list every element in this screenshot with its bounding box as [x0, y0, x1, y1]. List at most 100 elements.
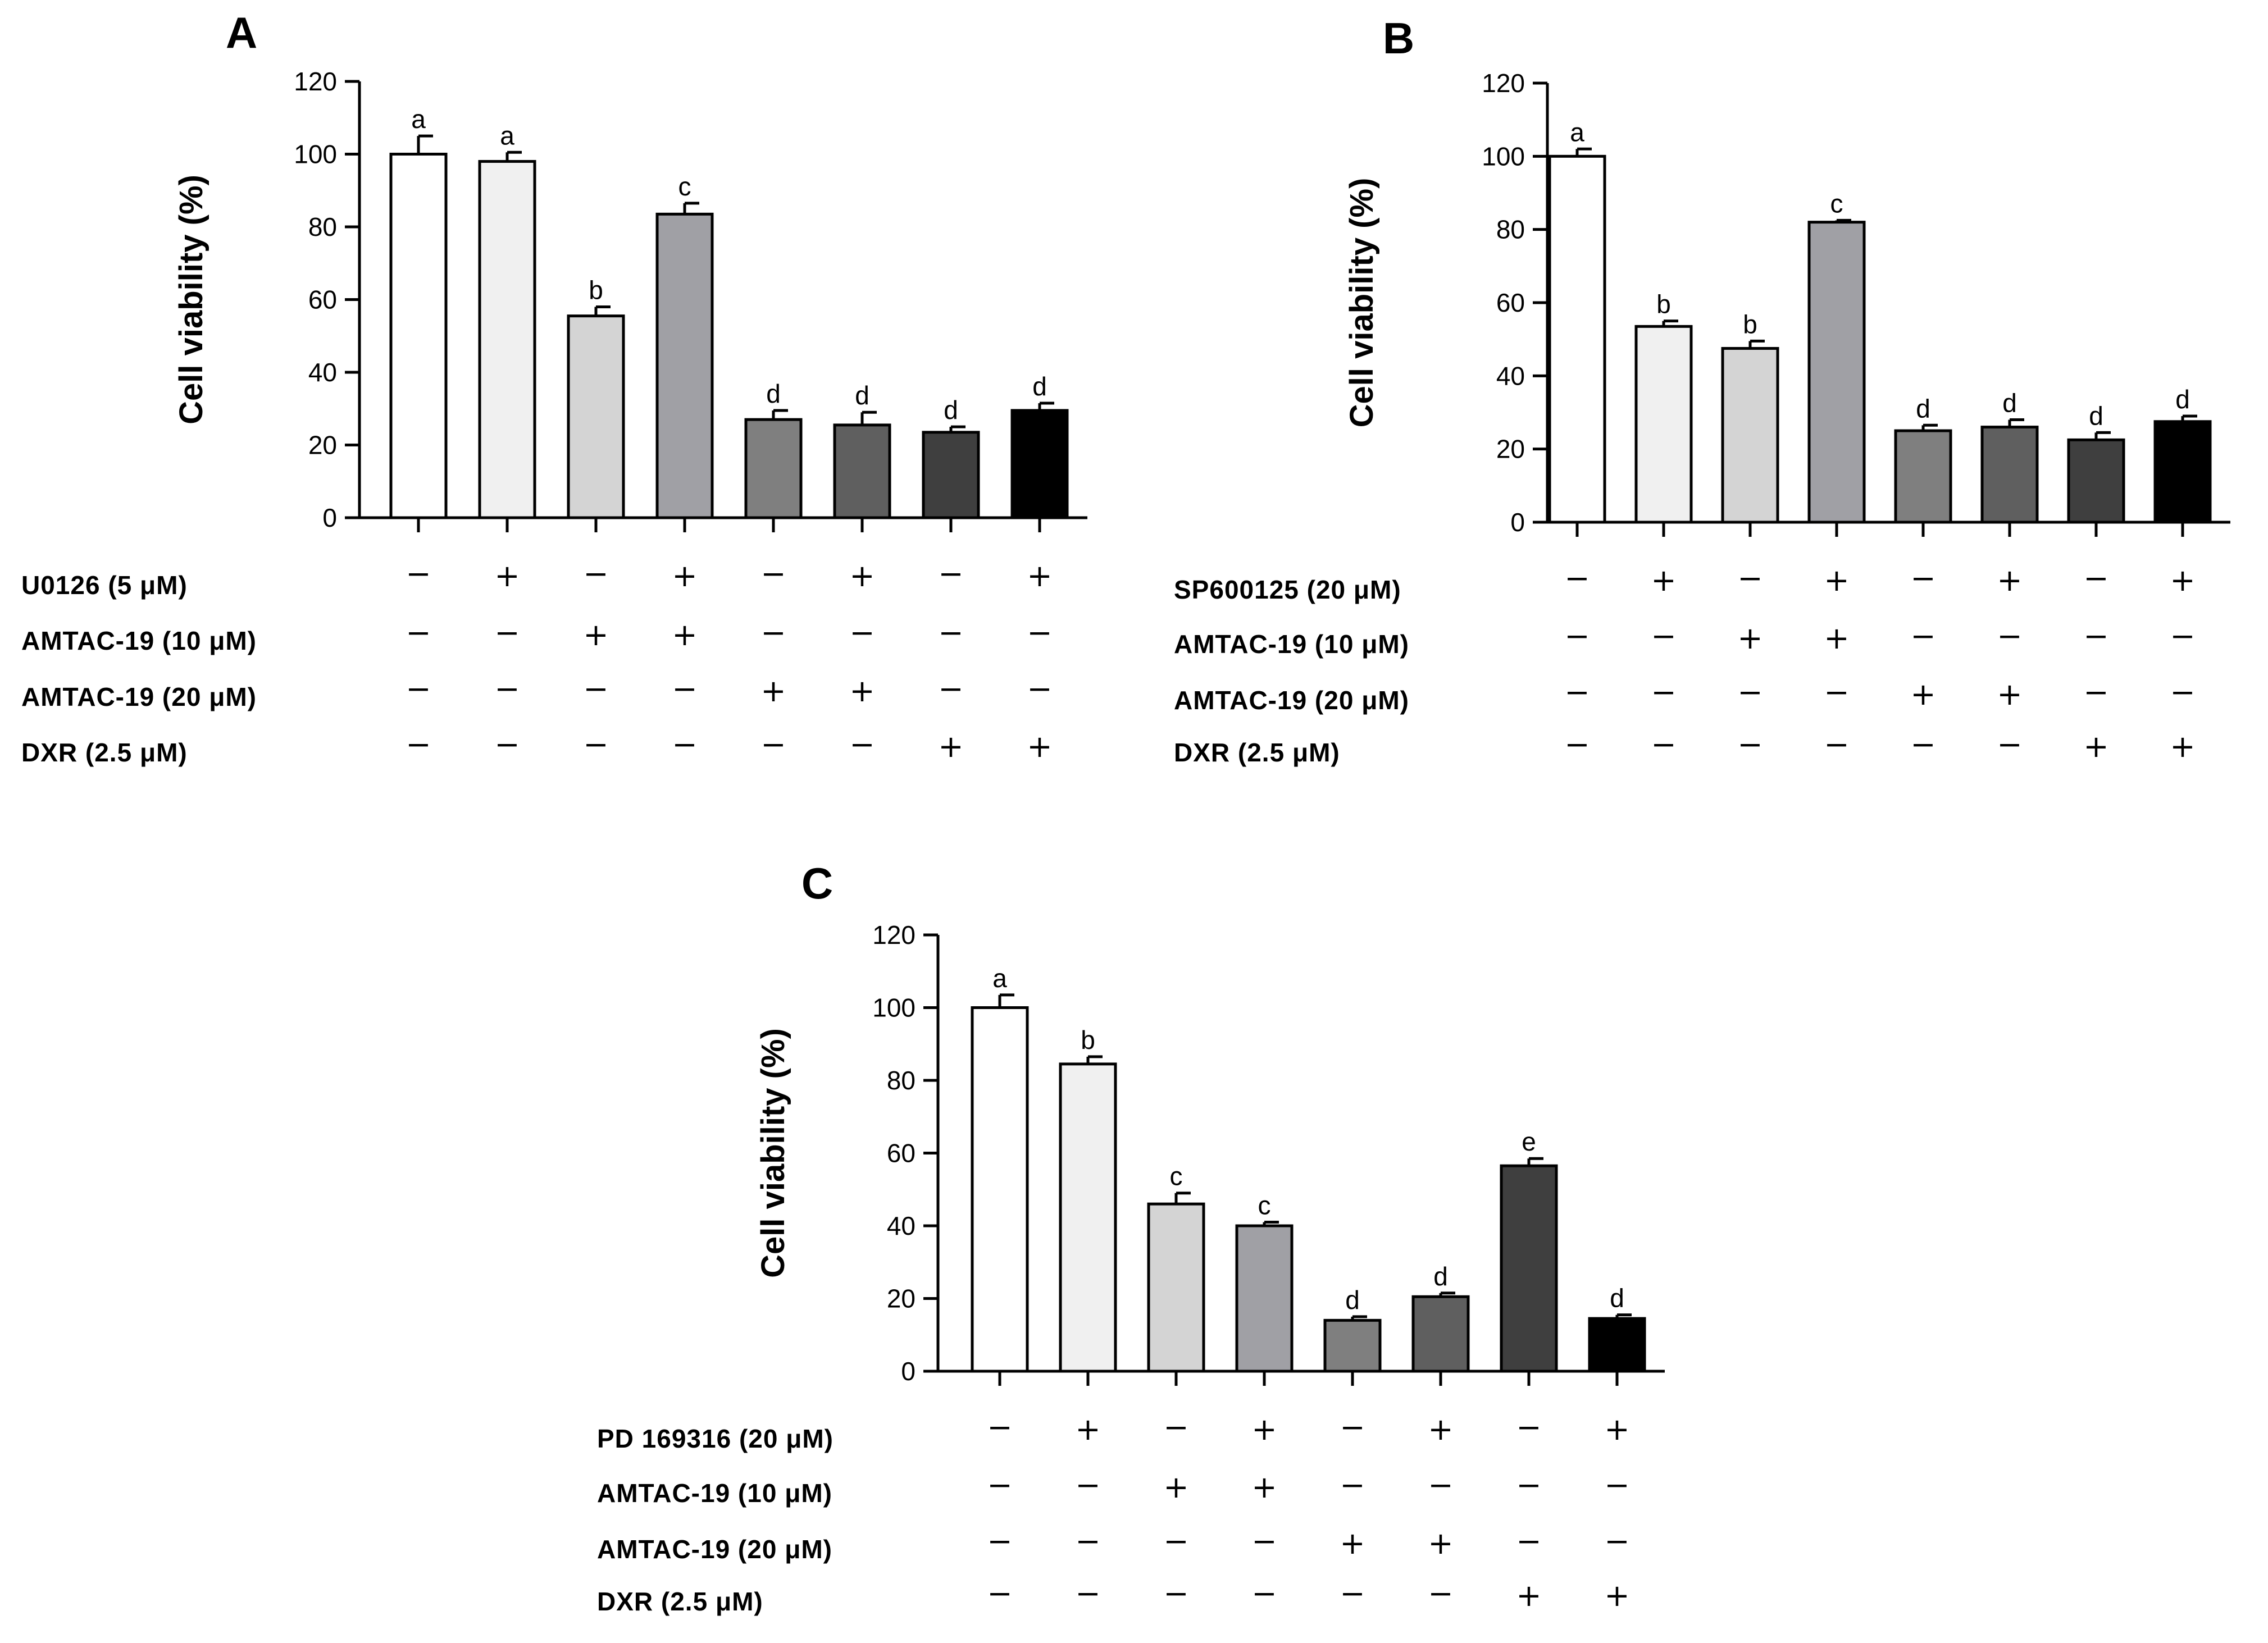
significance-letter: c	[678, 172, 691, 201]
significance-letter: b	[589, 275, 603, 304]
plus-sign: +	[1027, 729, 1052, 764]
minus-sign: −	[1564, 560, 1590, 596]
plus-sign: +	[1428, 1412, 1453, 1447]
y-tick-label: 80	[887, 1066, 916, 1095]
treatment-label: AMTAC-19 (10 μM)	[21, 626, 257, 655]
significance-letter: d	[1433, 1262, 1448, 1291]
treatment-label: AMTAC-19 (10 μM)	[597, 1478, 832, 1508]
minus-sign: −	[1737, 560, 1763, 596]
minus-sign: −	[1163, 1576, 1188, 1611]
plus-sign: +	[1910, 677, 1935, 712]
minus-sign: −	[1428, 1467, 1453, 1503]
bar	[1010, 409, 1069, 519]
plus-sign: +	[1604, 1412, 1629, 1447]
minus-sign: −	[1737, 674, 1763, 710]
minus-sign: −	[1075, 1523, 1100, 1559]
plus-sign: +	[1075, 1412, 1100, 1447]
minus-sign: −	[1997, 727, 2022, 762]
significance-letter: d	[1916, 394, 1930, 423]
treatment-label: DXR (2.5 μM)	[1174, 738, 1340, 767]
minus-sign: −	[406, 671, 431, 706]
plus-sign: +	[1251, 1469, 1277, 1505]
minus-sign: −	[1251, 1576, 1277, 1611]
minus-sign: −	[1163, 1409, 1188, 1445]
minus-sign: −	[583, 727, 608, 762]
y-tick-label: 60	[1496, 288, 1525, 317]
bar	[389, 153, 448, 519]
panel-letter: C	[801, 859, 833, 908]
minus-sign: −	[672, 671, 697, 706]
plus-sign: +	[1997, 563, 2022, 598]
minus-sign: −	[1910, 618, 1935, 654]
y-tick-label: 20	[308, 431, 337, 460]
minus-sign: −	[1340, 1467, 1365, 1503]
significance-letter: d	[2002, 389, 2017, 418]
significance-letter: d	[944, 395, 958, 425]
y-axis-label: Cell viability (%)	[755, 1028, 791, 1278]
minus-sign: −	[672, 727, 697, 762]
minus-sign: −	[2170, 618, 2195, 654]
plus-sign: +	[849, 673, 875, 709]
bar	[1894, 429, 1952, 524]
significance-letter: c	[1170, 1162, 1183, 1191]
significance-letter: b	[1081, 1025, 1095, 1055]
y-tick-label: 0	[901, 1357, 916, 1386]
plus-sign: +	[583, 617, 608, 652]
bar	[567, 314, 625, 519]
bar	[1588, 1317, 1646, 1373]
y-tick-label: 40	[308, 358, 337, 387]
minus-sign: −	[1251, 1523, 1277, 1559]
bar	[1500, 1164, 1558, 1373]
minus-sign: −	[1651, 727, 1676, 762]
y-tick-label: 120	[294, 67, 337, 96]
significance-letter: a	[1570, 117, 1584, 147]
minus-sign: −	[406, 556, 431, 591]
chart-panel-a: A Cell viability (%) 0 20 40 60 80 100 120 a a b c d d…	[21, 8, 1087, 767]
minus-sign: −	[1075, 1467, 1100, 1503]
bar	[1235, 1224, 1294, 1373]
y-tick-label: 40	[1496, 361, 1525, 390]
significance-letter: d	[766, 379, 781, 408]
minus-sign: −	[406, 615, 431, 650]
bar	[2067, 438, 2125, 524]
plus-sign: +	[2170, 729, 2195, 764]
significance-letter: d	[2089, 401, 2103, 430]
treatment-label: SP600125 (20 μM)	[1174, 575, 1401, 604]
minus-sign: −	[1564, 727, 1590, 762]
treatment-label: U0126 (5 μM)	[21, 571, 188, 600]
treatment-label: PD 169316 (20 μM)	[597, 1424, 834, 1453]
minus-sign: −	[1824, 674, 1849, 710]
treatment-label: AMTAC-19 (20 μM)	[1174, 686, 1409, 715]
bar	[478, 159, 536, 519]
minus-sign: −	[1027, 615, 1052, 650]
bar	[1807, 221, 1866, 524]
plus-sign: +	[1824, 620, 1849, 656]
bar	[1721, 346, 1779, 524]
significance-letter: e	[1522, 1127, 1536, 1156]
bar	[744, 418, 803, 519]
minus-sign: −	[494, 727, 520, 762]
plus-sign: +	[1651, 563, 1676, 598]
significance-letter: d	[2175, 385, 2190, 414]
minus-sign: −	[1651, 618, 1676, 654]
plus-sign: +	[1163, 1469, 1188, 1505]
bar	[922, 431, 980, 519]
y-tick-label: 60	[887, 1139, 916, 1168]
minus-sign: −	[1340, 1576, 1365, 1611]
minus-sign: −	[760, 727, 786, 762]
minus-sign: −	[760, 615, 786, 650]
minus-sign: −	[760, 556, 786, 591]
minus-sign: −	[1027, 671, 1052, 706]
minus-sign: −	[2083, 618, 2108, 654]
y-tick-label: 80	[308, 212, 337, 241]
plus-sign: +	[760, 673, 786, 709]
significance-letter: d	[1345, 1285, 1360, 1315]
minus-sign: −	[1737, 727, 1763, 762]
bar	[1059, 1062, 1117, 1373]
minus-sign: −	[2083, 560, 2108, 596]
minus-sign: −	[494, 671, 520, 706]
y-tick-label: 20	[887, 1284, 916, 1313]
minus-sign: −	[849, 727, 875, 762]
significance-letter: a	[992, 964, 1007, 993]
